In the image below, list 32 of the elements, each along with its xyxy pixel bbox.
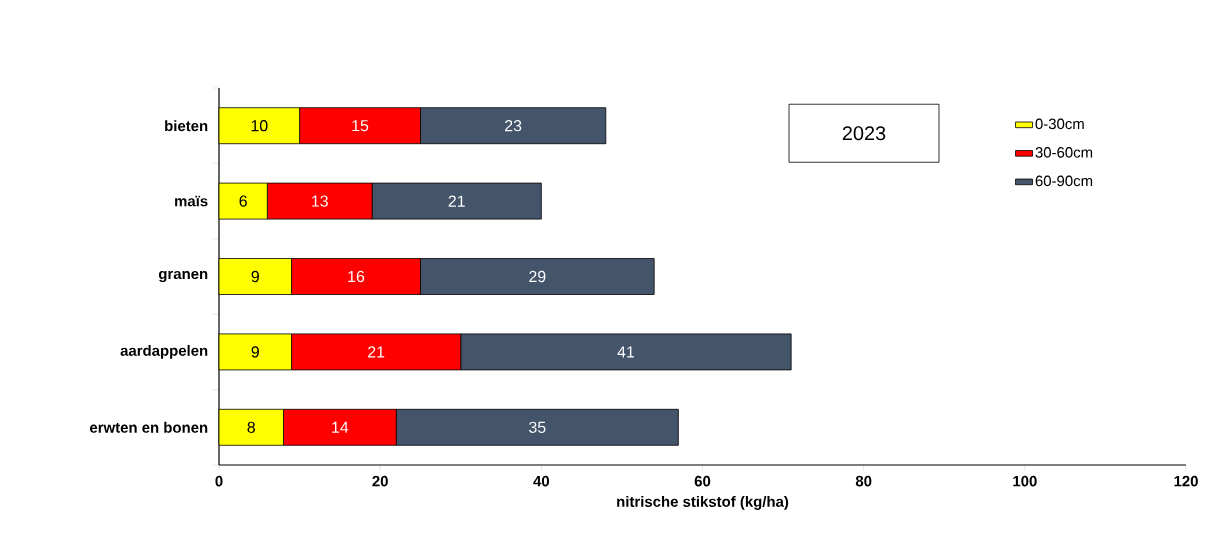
data-label: 10 xyxy=(251,120,268,132)
data-label: 29 xyxy=(529,270,546,283)
x-tick-label: 60 xyxy=(694,475,711,487)
data-label: 35 xyxy=(529,421,546,433)
data-label: 6 xyxy=(239,195,247,207)
y-tick-label: bieten xyxy=(165,120,208,132)
x-axis-title: nitrische stikstof (kg/ha) xyxy=(617,495,789,510)
legend-label: 60-90cm xyxy=(1035,175,1093,187)
data-label: 9 xyxy=(251,346,259,358)
data-label: 23 xyxy=(505,120,522,132)
data-label: 8 xyxy=(247,421,255,433)
data-label: 21 xyxy=(448,195,465,207)
legend-label: 0-30cm xyxy=(1035,118,1084,130)
data-label: 14 xyxy=(332,421,349,433)
x-tick-label: 80 xyxy=(855,475,872,487)
data-label: 15 xyxy=(352,120,369,132)
data-label: 41 xyxy=(617,346,635,358)
data-label: 16 xyxy=(348,270,365,283)
x-tick-label: 100 xyxy=(1013,475,1037,487)
data-label: 9 xyxy=(251,270,259,283)
x-tick-label: 20 xyxy=(372,475,388,487)
x-tick-label: 40 xyxy=(533,475,550,487)
x-tick-label: 120 xyxy=(1174,475,1198,487)
x-tick-label: 0 xyxy=(215,475,223,487)
y-tick-label: maïs xyxy=(175,195,208,207)
y-tick-label: aardappelen xyxy=(120,344,208,359)
data-label: 13 xyxy=(312,195,328,207)
y-tick-label: erwten en bonen xyxy=(90,421,208,433)
annotation: 2023 xyxy=(842,126,886,141)
legend-label: 30-60cm xyxy=(1035,147,1093,158)
y-tick-label: granen xyxy=(158,270,208,283)
data-label: 21 xyxy=(368,346,385,358)
